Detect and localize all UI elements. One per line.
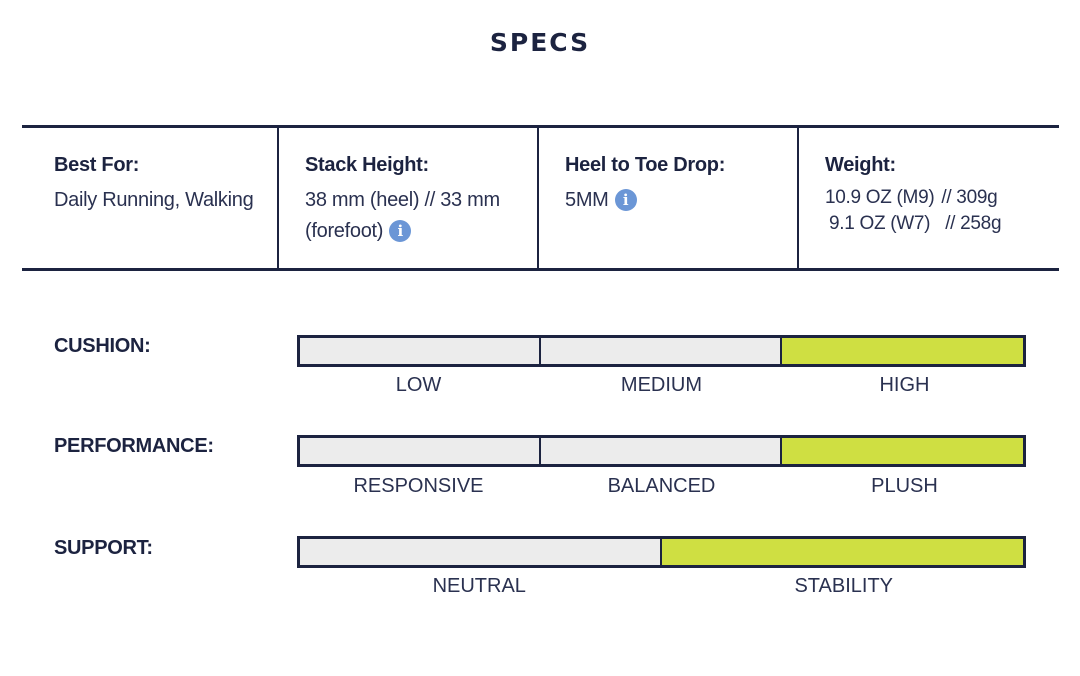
spec-value: Daily Running, Walking <box>54 189 254 211</box>
performance-option-plush: PLUSH <box>871 475 938 497</box>
spec-label: Weight: <box>825 154 896 176</box>
weight-value: 10.9 OZ (M9) <box>825 187 935 208</box>
support-segment-stability <box>661 539 1023 565</box>
support-label: SUPPORT: <box>54 537 153 559</box>
specs-table: Best For: Daily Running, Walking Stack H… <box>22 125 1059 271</box>
cushion-bar <box>297 335 1026 367</box>
weight-value: 9.1 OZ (W7) <box>829 213 931 234</box>
weight-grams: // 258g <box>945 213 1002 234</box>
spec-value: 38 mm (heel) // 33 mm (forefoot) <box>305 189 500 242</box>
cushion-label: CUSHION: <box>54 335 151 357</box>
support-option-stability: STABILITY <box>794 575 894 597</box>
cushion-segment-low <box>300 338 541 364</box>
performance-label: PERFORMANCE: <box>54 435 214 457</box>
cushion-option-high: HIGH <box>879 374 930 396</box>
performance-segment-plush <box>781 438 1023 464</box>
cushion-segment-medium <box>540 338 782 364</box>
info-icon[interactable]: i <box>389 220 412 242</box>
spec-value-wrap: 5MM i <box>565 185 797 216</box>
weight-grams: // 309g <box>941 187 998 208</box>
spec-weight: Weight: 10.9 OZ (M9) // 309g 9.1 OZ (W7)… <box>799 128 1059 268</box>
spec-best-for: Best For: Daily Running, Walking <box>22 128 279 268</box>
weight-women: 9.1 OZ (W7) // 258g <box>825 211 1059 237</box>
support-ticks: NEUTRAL STABILITY <box>297 575 1026 598</box>
cushion-ticks: LOW MEDIUM HIGH <box>297 374 1026 397</box>
spec-stack-height: Stack Height: 38 mm (heel) // 33 mm (for… <box>279 128 539 268</box>
spec-value: 5MM <box>565 189 609 211</box>
spec-value-wrap: 38 mm (heel) // 33 mm (forefoot) i <box>305 185 525 247</box>
spec-label: Stack Height: <box>305 154 429 176</box>
performance-segment-balanced <box>540 438 782 464</box>
cushion-segment-high <box>781 338 1023 364</box>
support-segment-neutral <box>300 539 662 565</box>
weight-men: 10.9 OZ (M9) // 309g <box>825 185 1059 211</box>
spec-label: Best For: <box>54 154 140 176</box>
support-option-neutral: NEUTRAL <box>432 575 526 597</box>
performance-segment-responsive <box>300 438 541 464</box>
cushion-option-low: LOW <box>395 374 442 396</box>
cushion-option-medium: MEDIUM <box>620 374 703 396</box>
info-icon[interactable]: i <box>614 189 637 211</box>
spec-label: Heel to Toe Drop: <box>565 154 726 176</box>
spec-heel-toe-drop: Heel to Toe Drop: 5MM i <box>539 128 799 268</box>
specs-title: SPECS <box>489 28 591 57</box>
performance-bar <box>297 435 1026 467</box>
performance-ticks: RESPONSIVE BALANCED PLUSH <box>297 475 1026 498</box>
performance-option-responsive: RESPONSIVE <box>353 475 484 497</box>
support-bar <box>297 536 1026 568</box>
performance-option-balanced: BALANCED <box>607 475 716 497</box>
